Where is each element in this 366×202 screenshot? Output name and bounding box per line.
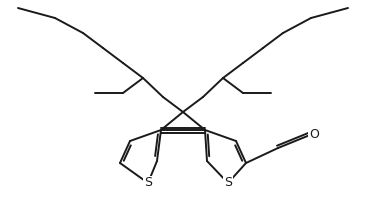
- Text: O: O: [309, 128, 319, 141]
- Text: S: S: [224, 177, 232, 189]
- Text: S: S: [144, 177, 152, 189]
